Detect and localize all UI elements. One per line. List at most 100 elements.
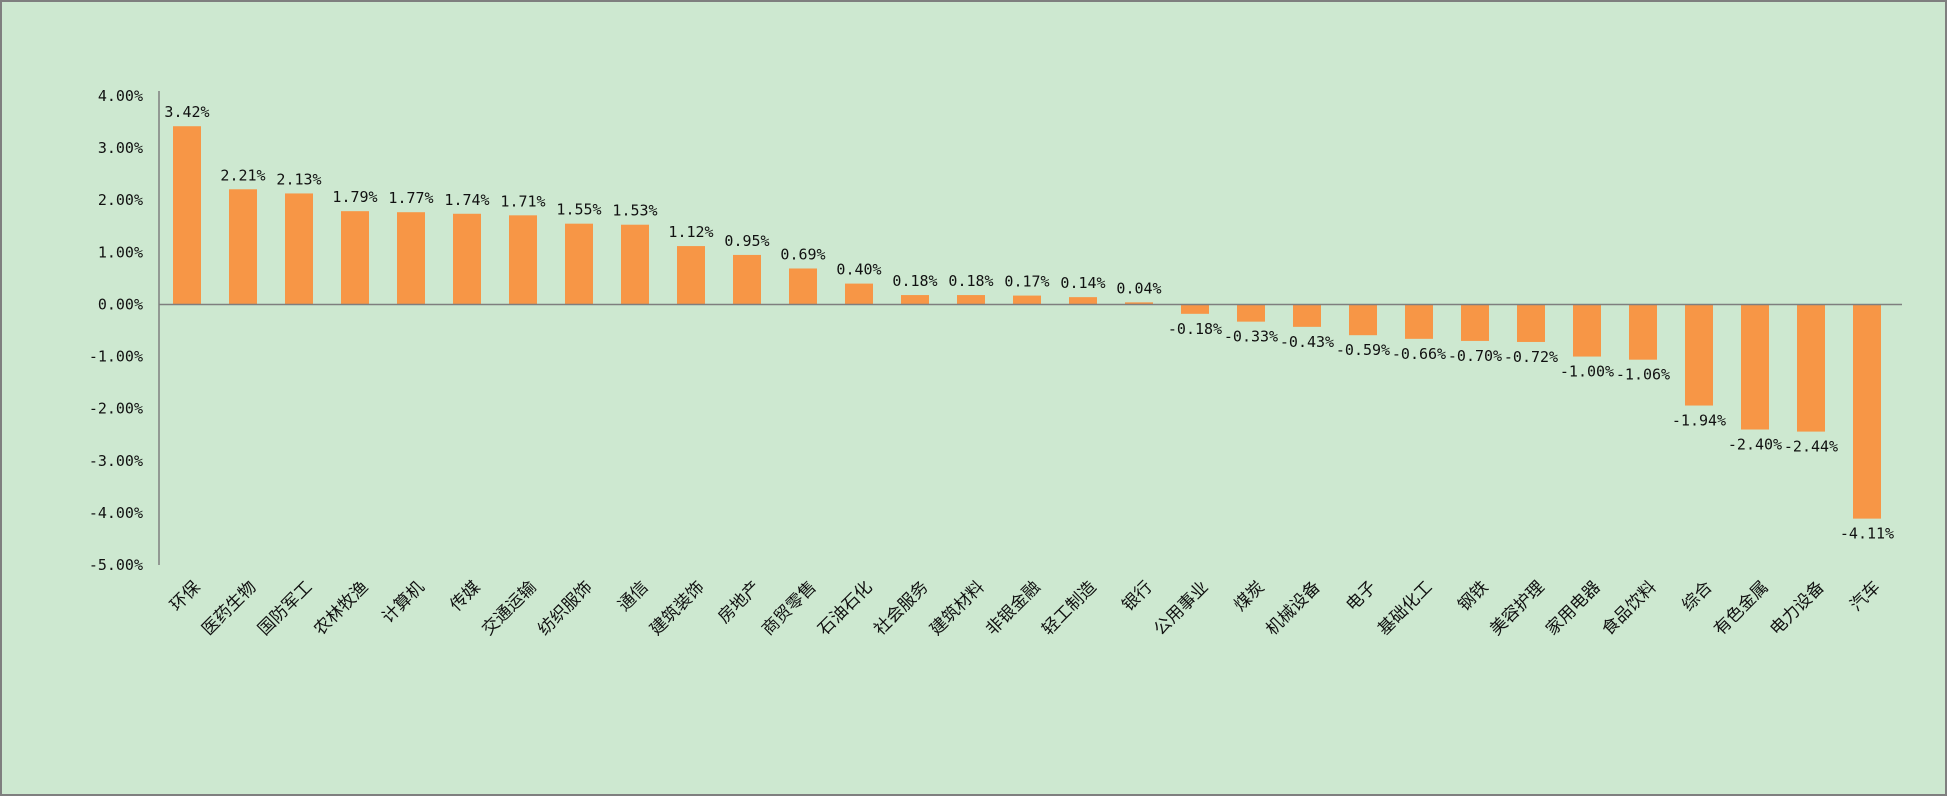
bar: [341, 211, 369, 305]
category-label: 美容护理: [1486, 577, 1548, 639]
category-label: 公用事业: [1150, 577, 1212, 639]
bar: [1853, 304, 1881, 519]
data-labels: 3.42% 2.21% 2.13% 1.79% 1.77% 1.74% 1.71% 1.55%…: [164, 103, 1894, 542]
category-label: 房地产: [714, 577, 764, 627]
data-label: 2.21%: [220, 166, 265, 184]
category-label: 纺织服饰: [534, 577, 596, 639]
category-label: 煤炭: [1230, 577, 1268, 615]
bar: [677, 246, 705, 305]
y-tick-label: 0.00%: [98, 295, 143, 313]
y-tick-label: 1.00%: [98, 243, 143, 261]
category-label: 家用电器: [1542, 577, 1604, 639]
data-label: -0.18%: [1168, 320, 1222, 338]
category-label: 机械设备: [1262, 577, 1324, 639]
bar: [845, 283, 873, 305]
category-label: 石油石化: [814, 577, 876, 639]
y-axis: 4.00% 3.00% 2.00% 1.00% 0.00% -1.00% -2.00% -3.…: [89, 87, 143, 574]
category-label: 非银金融: [982, 577, 1044, 639]
category-label: 计算机: [378, 577, 428, 627]
category-label: 银行: [1118, 577, 1156, 615]
bar: [957, 295, 985, 305]
bars: [173, 126, 1881, 519]
category-label: 建筑装饰: [646, 577, 708, 639]
y-tick-label: -2.00%: [89, 400, 143, 418]
bar: [901, 295, 929, 305]
category-label: 食品饮料: [1598, 577, 1660, 639]
bar: [1629, 304, 1657, 360]
category-label: 医药生物: [198, 577, 260, 639]
data-label: 1.77%: [388, 189, 433, 207]
bar: [453, 213, 481, 305]
category-label: 电力设备: [1766, 577, 1828, 639]
bar: [1125, 302, 1153, 305]
data-label: 1.12%: [668, 223, 713, 241]
y-tick-label: -5.00%: [89, 556, 143, 574]
bar: [733, 254, 761, 305]
category-label: 有色金属: [1710, 577, 1772, 639]
y-tick-label: -1.00%: [89, 348, 143, 366]
category-label: 农林牧渔: [310, 577, 372, 639]
data-label: -1.94%: [1672, 412, 1726, 430]
data-label: 1.79%: [332, 188, 377, 206]
bar: [1181, 304, 1209, 314]
data-label: -4.11%: [1840, 525, 1894, 543]
category-label: 环保: [166, 577, 204, 615]
data-label: -1.06%: [1616, 366, 1670, 384]
data-label: -2.40%: [1728, 436, 1782, 454]
y-tick-label: -4.00%: [89, 504, 143, 522]
data-label: 1.53%: [612, 202, 657, 220]
bar: [565, 223, 593, 305]
data-label: 1.55%: [556, 201, 601, 219]
data-label: -0.70%: [1448, 347, 1502, 365]
bar: [1685, 304, 1713, 406]
data-label: 0.18%: [892, 272, 937, 290]
category-label: 轻工制造: [1038, 577, 1100, 639]
bar: [1069, 297, 1097, 305]
data-label: -0.66%: [1392, 345, 1446, 363]
bar: [173, 126, 201, 305]
category-label: 综合: [1678, 577, 1716, 615]
category-label: 建筑材料: [926, 577, 988, 639]
bar: [397, 212, 425, 305]
category-label: 交通运输: [478, 577, 540, 639]
axes: [158, 91, 1902, 565]
category-label: 电子: [1342, 577, 1380, 615]
bar: [1013, 295, 1041, 305]
category-label: 商贸零售: [758, 577, 820, 639]
bar: [509, 215, 537, 305]
data-label: 0.17%: [1004, 273, 1049, 291]
category-label: 社会服务: [870, 577, 932, 639]
category-label: 国防军工: [254, 577, 316, 639]
y-tick-label: 4.00%: [98, 87, 143, 105]
bar: [621, 224, 649, 305]
data-label: 0.14%: [1060, 274, 1105, 292]
data-label: 2.13%: [276, 170, 321, 188]
category-label: 汽车: [1846, 577, 1884, 615]
bar: [1405, 304, 1433, 339]
y-tick-label: 2.00%: [98, 191, 143, 209]
bar: [229, 189, 257, 305]
bar: [285, 193, 313, 305]
data-label: -0.33%: [1224, 328, 1278, 346]
bar: [1349, 304, 1377, 336]
bar: [1797, 304, 1825, 432]
data-label: 0.95%: [724, 232, 769, 250]
data-label: -0.72%: [1504, 348, 1558, 366]
bar: [1237, 304, 1265, 322]
data-label: 0.04%: [1116, 279, 1161, 297]
data-label: -2.44%: [1784, 438, 1838, 456]
category-label: 传媒: [446, 577, 484, 615]
category-label: 基础化工: [1374, 577, 1436, 639]
bar: [1517, 304, 1545, 342]
bar: [1573, 304, 1601, 357]
data-label: 0.69%: [780, 245, 825, 263]
data-label: 1.74%: [444, 191, 489, 209]
category-label: 钢铁: [1454, 577, 1492, 615]
bar: [1293, 304, 1321, 327]
bar: [1461, 304, 1489, 341]
y-tick-label: 3.00%: [98, 139, 143, 157]
data-label: 0.40%: [836, 261, 881, 279]
